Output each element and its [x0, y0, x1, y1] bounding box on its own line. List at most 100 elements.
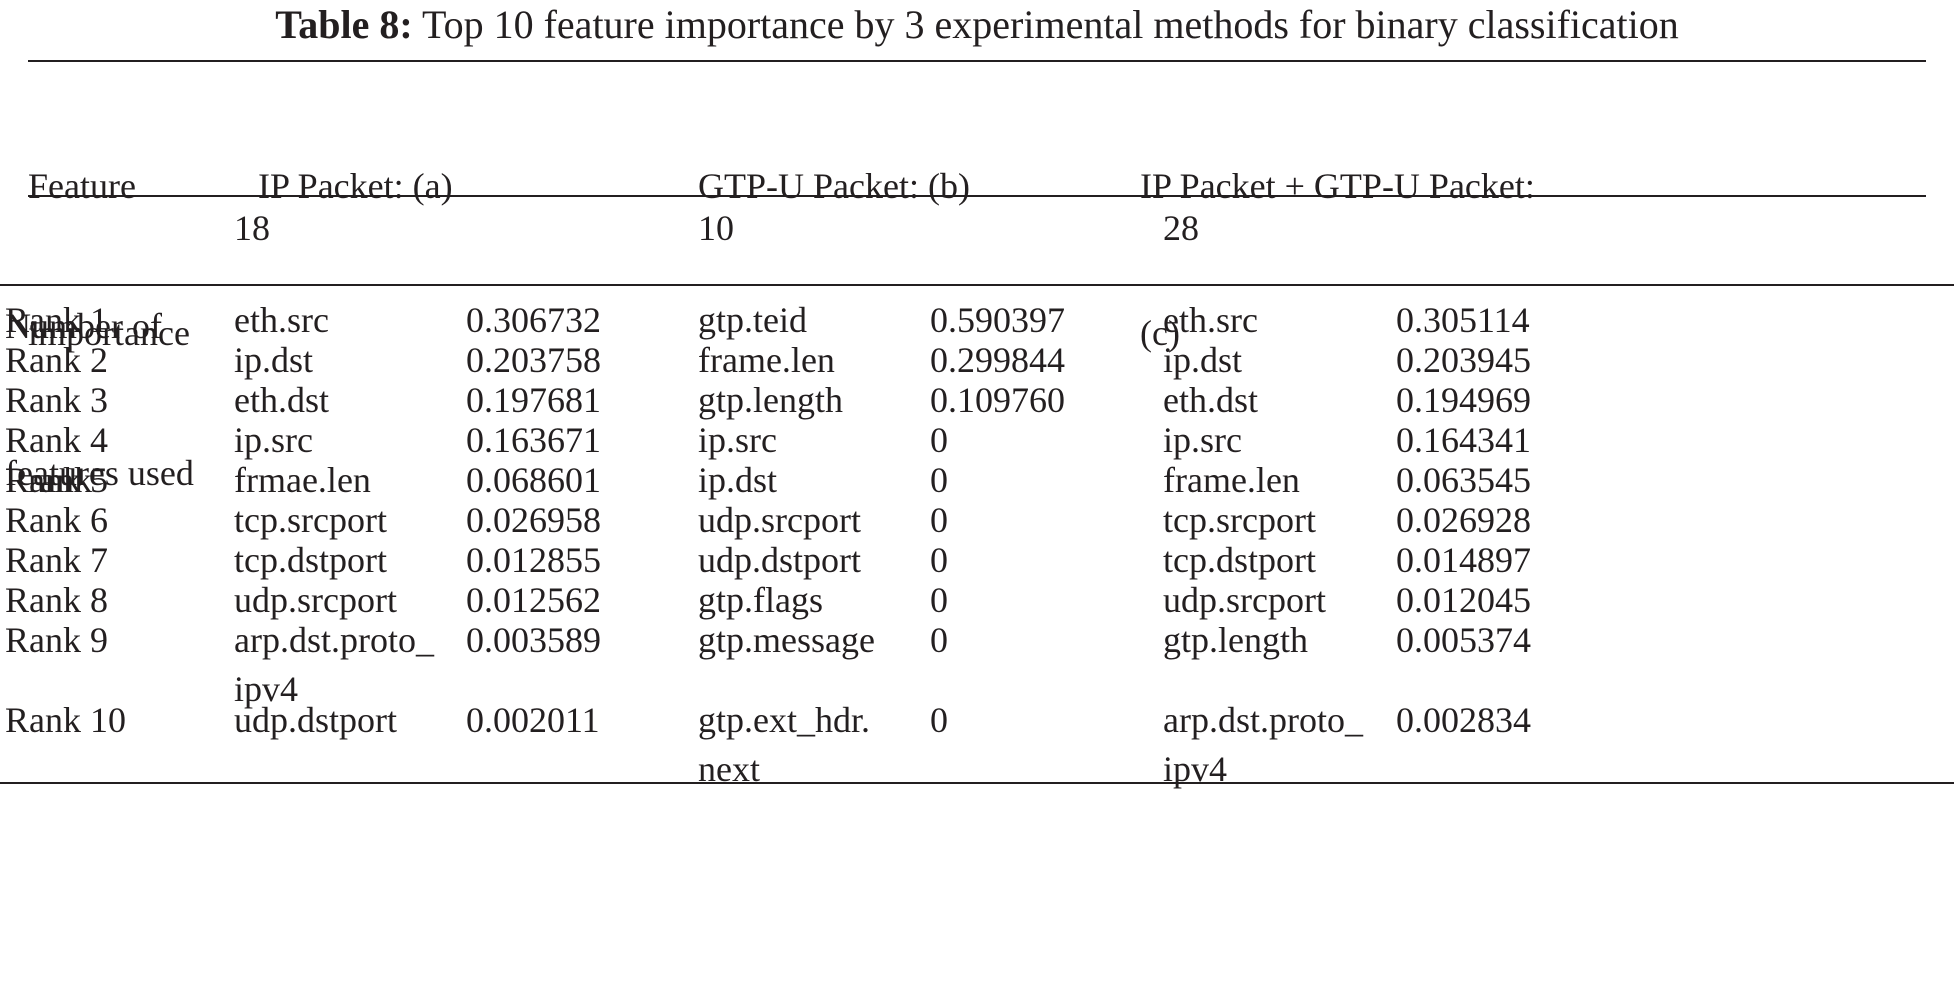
feature-a-line: ipv4	[234, 669, 299, 709]
feature-b-line: gtp.message	[698, 620, 875, 660]
feature-a: udp.dstport	[234, 696, 397, 745]
feature-b-line: gtp.length	[698, 380, 843, 420]
value-a: 0.012562	[466, 580, 601, 620]
rank-label: Rank 10	[5, 700, 126, 740]
rank-label: Rank 3	[5, 380, 108, 420]
group-heading-line: IP Packet + GTP-U Packet:	[1140, 166, 1535, 206]
feature-a: arp.dst.proto_ ipv4	[234, 616, 434, 714]
caption-text: Top 10 feature importance by 3 experimen…	[421, 2, 1679, 47]
feature-b-line: ip.src	[698, 420, 777, 460]
feature-a-line: ip.src	[234, 420, 313, 460]
feature-c: arp.dst.proto_ ipv4	[1163, 696, 1363, 794]
rank-label: Rank 1	[5, 300, 108, 340]
value-b: 0.109760	[930, 380, 1065, 420]
bottom-rule	[0, 782, 1954, 784]
value-a: 0.068601	[466, 460, 601, 500]
group-heading-c: IP Packet + GTP-U Packet: (c)	[1140, 64, 1535, 407]
feature-a-line: ip.dst	[234, 340, 314, 380]
feature-c: ip.dst	[1163, 336, 1242, 385]
feature-b: udp.dstport	[698, 536, 861, 585]
features-used-label-line: features used	[5, 453, 194, 493]
feature-c-line: tcp.srcport	[1163, 500, 1316, 540]
value-b: 0	[930, 580, 948, 620]
value-b: 0	[930, 540, 948, 580]
feature-b: udp.srcport	[698, 496, 861, 545]
top-rule	[28, 60, 1926, 62]
feature-b: gtp.message	[698, 616, 875, 665]
value-a: 0.306732	[466, 300, 601, 340]
value-a: 0.163671	[466, 420, 601, 460]
value-c: 0.063545	[1396, 460, 1531, 500]
feature-b-line: gtp.teid	[698, 300, 807, 340]
value-c: 0.194969	[1396, 380, 1531, 420]
feature-a: tcp.srcport	[234, 496, 387, 545]
feature-b: ip.src	[698, 416, 777, 465]
value-a: 0.203758	[466, 340, 601, 380]
feature-a-line: frmae.len	[234, 460, 371, 500]
feature-c: tcp.srcport	[1163, 496, 1316, 545]
feature-a-line: udp.srcport	[234, 580, 397, 620]
value-b: 0	[930, 460, 948, 500]
feature-b-line: frame.len	[698, 340, 835, 380]
value-c: 0.305114	[1396, 300, 1530, 340]
table-label: Table 8:	[275, 2, 413, 47]
value-c: 0.002834	[1396, 700, 1531, 740]
feature-a: ip.src	[234, 416, 313, 465]
value-c: 0.164341	[1396, 420, 1531, 460]
feature-a-line: eth.dst	[234, 380, 329, 420]
feature-c: gtp.length	[1163, 616, 1308, 665]
features-used-label-line: Number of	[5, 306, 162, 346]
feature-a: ip.dst	[234, 336, 313, 385]
value-b: 0	[930, 500, 948, 540]
feature-c-line: gtp.length	[1163, 620, 1308, 660]
feature-b-line: udp.dstport	[698, 540, 862, 580]
value-c: 0.014897	[1396, 540, 1531, 580]
feature-a: eth.src	[234, 296, 329, 345]
feature-b-line: next	[698, 749, 760, 789]
value-b: 0.590397	[930, 300, 1065, 340]
rank-heading: Feature importance rank	[28, 64, 190, 554]
value-a: 0.012855	[466, 540, 601, 580]
group-heading-line: GTP-U Packet: (b)	[698, 166, 970, 206]
rank-label: Rank 8	[5, 580, 108, 620]
rank-label: Rank 2	[5, 340, 108, 380]
value-a: 0.002011	[466, 700, 600, 740]
group-heading-a: IP Packet: (a)	[258, 64, 453, 260]
feature-c-line: frame.len	[1163, 460, 1300, 500]
feature-c-line: ip.src	[1163, 420, 1242, 460]
rank-label: Rank 9	[5, 620, 108, 660]
body-rule	[0, 284, 1954, 286]
feature-b: gtp.teid	[698, 296, 807, 345]
feature-a-line: arp.dst.proto_	[234, 620, 434, 660]
feature-c-line: eth.dst	[1163, 380, 1258, 420]
feature-b-line: gtp.flags	[698, 580, 823, 620]
features-used-a: 18	[234, 208, 270, 248]
feature-b: gtp.flags	[698, 576, 823, 625]
value-b: 0	[930, 700, 948, 740]
feature-c-line: tcp.dstport	[1163, 540, 1316, 580]
feature-b: frame.len	[698, 336, 835, 385]
feature-c: tcp.dstport	[1163, 536, 1316, 585]
features-used-c: 28	[1163, 208, 1199, 248]
feature-c-line: ip.dst	[1163, 340, 1243, 380]
feature-b: gtp.length	[698, 376, 843, 425]
feature-b-line: udp.srcport	[698, 500, 861, 540]
value-b: 0	[930, 420, 948, 460]
feature-c: eth.src	[1163, 296, 1258, 345]
rank-label: Rank 6	[5, 500, 108, 540]
rank-heading-line: rank	[28, 460, 92, 500]
feature-a: frmae.len	[234, 456, 371, 505]
value-a: 0.003589	[466, 620, 601, 660]
value-c: 0.005374	[1396, 620, 1531, 660]
table-caption: Table 8: Top 10 feature importance by 3 …	[0, 0, 1954, 60]
feature-b-line: ip.dst	[698, 460, 778, 500]
rank-heading-line: Feature	[28, 166, 136, 206]
value-a: 0.026958	[466, 500, 601, 540]
rank-heading-line: importance	[28, 313, 190, 353]
feature-c: udp.srcport	[1163, 576, 1326, 625]
feature-a-line: udp.dstport	[234, 700, 398, 740]
feature-a-line: tcp.dstport	[234, 540, 387, 580]
value-a: 0.197681	[466, 380, 601, 420]
value-c: 0.203945	[1396, 340, 1531, 380]
feature-c: eth.dst	[1163, 376, 1258, 425]
